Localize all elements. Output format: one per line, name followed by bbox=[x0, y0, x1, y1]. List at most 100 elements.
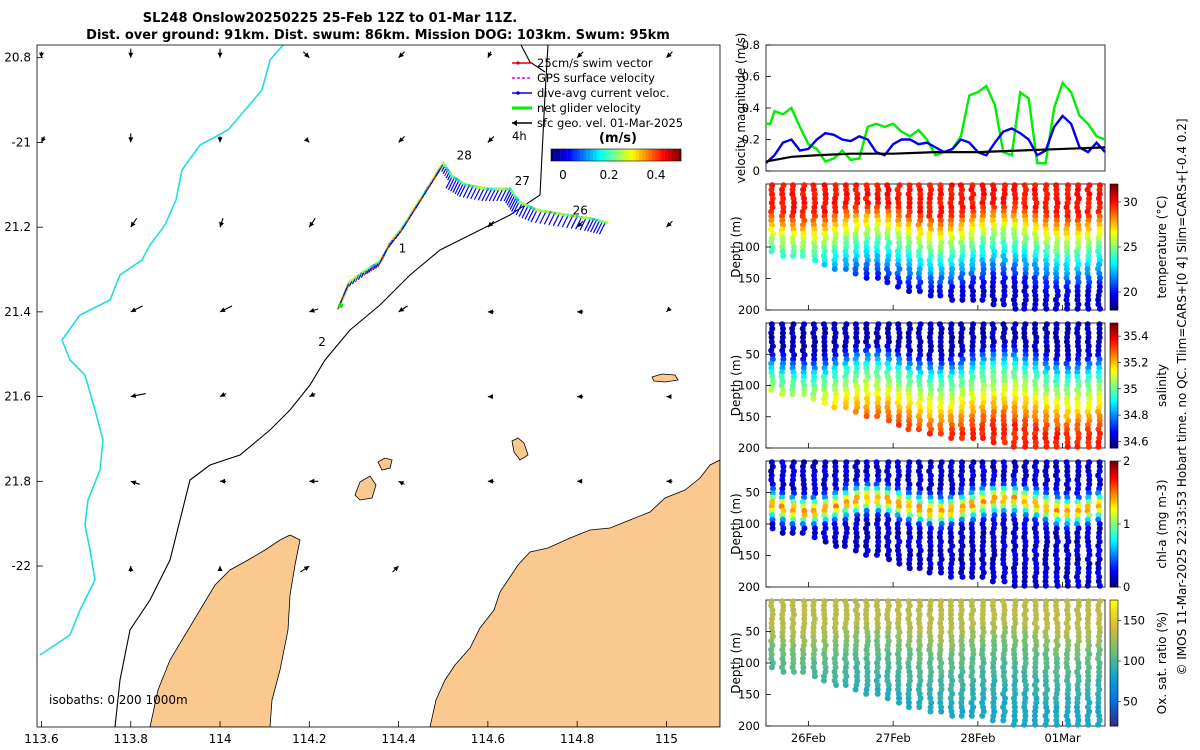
section-cbar-cell bbox=[1110, 493, 1118, 497]
section-sample bbox=[1096, 413, 1103, 420]
track-point bbox=[359, 272, 363, 276]
section-cbar-cell bbox=[1110, 685, 1118, 689]
section-sample bbox=[1095, 695, 1102, 702]
section-sample bbox=[948, 503, 955, 510]
section-sample bbox=[832, 633, 839, 640]
section-sample bbox=[1012, 199, 1019, 206]
section-sample bbox=[832, 525, 839, 532]
section-sample bbox=[1000, 534, 1007, 541]
section-sample bbox=[959, 459, 966, 466]
track-point bbox=[575, 215, 579, 218]
section-cbar-cell bbox=[1110, 541, 1118, 545]
section-sample bbox=[979, 360, 986, 367]
section-sample bbox=[853, 521, 860, 527]
track-day-label: 1 bbox=[399, 242, 407, 256]
section-sample bbox=[979, 369, 986, 376]
section-sample bbox=[958, 330, 965, 336]
section-cbar-cell bbox=[1110, 277, 1118, 281]
section-sample bbox=[1032, 704, 1039, 711]
sfc-vector-arrow bbox=[128, 566, 134, 573]
section-sample bbox=[1052, 646, 1059, 653]
section-sample bbox=[1043, 261, 1050, 268]
section-cbar-cell bbox=[1110, 536, 1118, 540]
section-sample bbox=[979, 435, 986, 441]
section-sample bbox=[990, 274, 997, 281]
section-sample bbox=[990, 369, 997, 376]
section-sample bbox=[863, 494, 870, 501]
section-cbar-cell bbox=[1110, 708, 1118, 712]
section-sample bbox=[885, 199, 892, 206]
section-cbar-cell bbox=[1110, 279, 1118, 283]
section-sample bbox=[936, 651, 943, 658]
section-sample bbox=[1086, 472, 1093, 479]
section-sample bbox=[821, 611, 828, 618]
section-sample bbox=[968, 239, 975, 246]
section-sample bbox=[874, 490, 881, 497]
section-sample bbox=[789, 615, 796, 622]
section-sample bbox=[843, 395, 850, 402]
section-sample bbox=[979, 244, 986, 250]
track-current-vector bbox=[485, 188, 493, 202]
section-sample bbox=[789, 213, 796, 220]
section-sample bbox=[1000, 633, 1007, 640]
section-cbar-label: 0 bbox=[1123, 580, 1130, 594]
track-current-vector bbox=[566, 215, 574, 229]
section-cbar-cell bbox=[1110, 511, 1118, 515]
section-sample bbox=[949, 712, 956, 719]
sfc-vector-arrow bbox=[302, 51, 310, 59]
section-sample bbox=[905, 426, 912, 433]
section-sample bbox=[875, 395, 882, 402]
section-sample bbox=[800, 668, 807, 675]
sfc-vector-arrow bbox=[576, 51, 584, 59]
section-sample bbox=[779, 624, 786, 631]
section-sample bbox=[1012, 556, 1019, 563]
section-sample bbox=[811, 248, 818, 255]
track-current-vector bbox=[445, 176, 453, 189]
section-sample bbox=[1001, 373, 1008, 380]
section-sample bbox=[1032, 325, 1039, 332]
section-sample bbox=[1011, 651, 1018, 658]
track-point bbox=[467, 184, 471, 187]
track-current-vector bbox=[506, 192, 514, 206]
section-sample bbox=[884, 261, 891, 268]
section-sample bbox=[1075, 660, 1082, 666]
track-point bbox=[510, 189, 514, 193]
section-sample bbox=[1021, 565, 1028, 572]
section-sample bbox=[917, 391, 924, 398]
section-sample bbox=[1000, 512, 1007, 519]
section-cbar-cell bbox=[1110, 370, 1118, 374]
section-cbar-cell bbox=[1110, 257, 1118, 261]
section-sample bbox=[937, 426, 944, 433]
section-sample bbox=[928, 668, 935, 675]
section-sample bbox=[842, 373, 849, 380]
section-sample bbox=[1075, 463, 1082, 470]
section-sample bbox=[799, 660, 806, 666]
section-sample bbox=[980, 191, 987, 198]
track-point bbox=[449, 172, 453, 176]
section-sample bbox=[990, 664, 997, 671]
section-sample bbox=[1096, 395, 1103, 402]
track-day-label: 2 bbox=[318, 335, 326, 349]
section-sample bbox=[1000, 717, 1007, 724]
section-sample bbox=[958, 221, 965, 228]
section-sample bbox=[959, 266, 966, 273]
section-sample bbox=[842, 257, 849, 264]
section-sample bbox=[948, 386, 955, 393]
section-sample bbox=[906, 646, 913, 653]
section-cbar-cell bbox=[1110, 466, 1118, 470]
section-sample bbox=[822, 655, 829, 662]
section-sample bbox=[779, 498, 786, 505]
section-cbar-cell bbox=[1110, 403, 1118, 406]
section-sample bbox=[854, 516, 861, 523]
section-sample bbox=[811, 226, 818, 233]
section-sample bbox=[1031, 305, 1038, 312]
section-sample bbox=[1095, 721, 1102, 728]
track-current-vector bbox=[592, 220, 601, 234]
section-ytick-label: 150 bbox=[738, 549, 760, 563]
map-cbar-cell bbox=[612, 149, 617, 161]
section-sample bbox=[1096, 633, 1103, 640]
section-sample bbox=[1085, 485, 1092, 492]
track-point bbox=[566, 213, 570, 217]
section-sample bbox=[959, 213, 966, 220]
section-sample bbox=[822, 459, 829, 466]
